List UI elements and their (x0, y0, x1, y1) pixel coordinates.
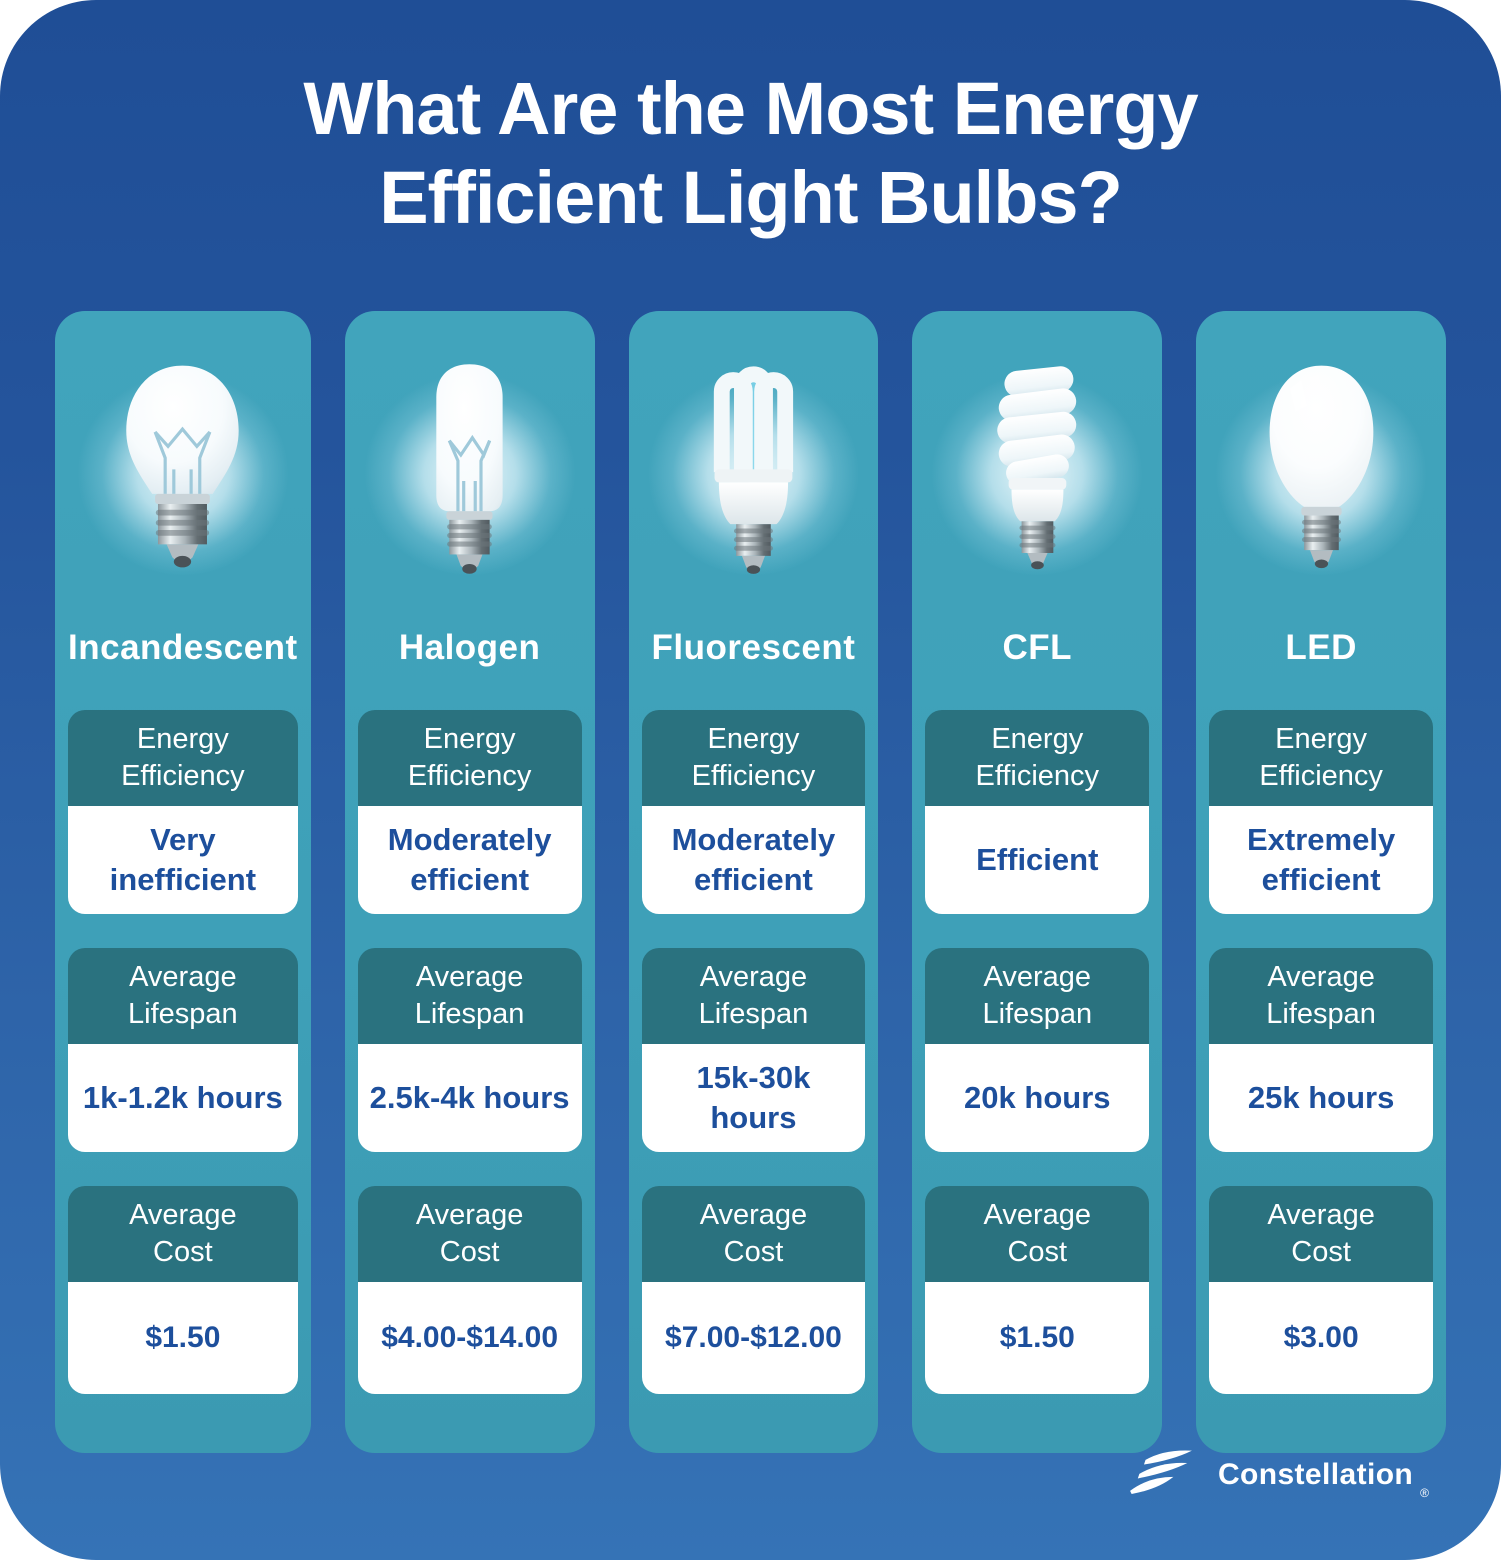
stat-value: 2.5k-4k hours (357, 1044, 582, 1152)
stat-value: Very inefficient (68, 806, 298, 914)
stat-value: 15k-30k hours (641, 1044, 866, 1152)
stat-value: Moderately efficient (641, 806, 866, 914)
stat-value: Extremely efficient (1209, 806, 1434, 914)
halogen-bulb-icon (436, 364, 503, 574)
average-cost-card: Average Cost $3.00 (1209, 1186, 1434, 1394)
bulb-name: Fluorescent (651, 628, 856, 667)
column-halogen: Halogen Energy Efficiency Moderately eff… (344, 311, 595, 1453)
energy-efficiency-card: Energy Efficiency Efficient (925, 710, 1150, 914)
stat-header: Energy Efficiency (68, 710, 298, 806)
constellation-flag-icon (1130, 1450, 1192, 1494)
energy-efficiency-card: Energy Efficiency Extremely efficient (1209, 710, 1434, 914)
average-cost-card: Average Cost $7.00-$12.00 (641, 1186, 866, 1394)
stat-header: Energy Efficiency (1209, 710, 1434, 806)
stats-incandescent: Energy Efficiency Very inefficient Avera… (68, 710, 298, 1394)
stat-value: Moderately efficient (357, 806, 582, 914)
bulb-name: CFL (1002, 628, 1073, 667)
bulb-name: LED (1285, 628, 1357, 667)
energy-efficiency-card: Energy Efficiency Moderately efficient (357, 710, 582, 914)
page-title: What Are the Most Energy Efficient Light… (303, 67, 1198, 239)
cfl-bulb-icon (997, 366, 1077, 570)
stats-fluorescent: Energy Efficiency Moderately efficient A… (641, 710, 866, 1394)
stat-header: Average Cost (925, 1186, 1150, 1282)
stat-header: Energy Efficiency (641, 710, 866, 806)
average-lifespan-card: Average Lifespan 20k hours (925, 948, 1150, 1152)
energy-efficiency-card: Energy Efficiency Moderately efficient (641, 710, 866, 914)
bulb-name: Incandescent (68, 628, 298, 667)
stat-header: Average Lifespan (68, 948, 298, 1044)
column-cfl: CFL Energy Efficiency Efficient Average … (912, 311, 1163, 1453)
stat-header: Average Cost (641, 1186, 866, 1282)
halogen-bulb-glow (357, 347, 582, 612)
stat-value: $4.00-$14.00 (357, 1282, 582, 1394)
stat-header: Energy Efficiency (357, 710, 582, 806)
stat-header: Energy Efficiency (925, 710, 1150, 806)
stat-header: Average Lifespan (1209, 948, 1434, 1044)
stat-value: $1.50 (68, 1282, 298, 1394)
column-incandescent: Incandescent Energy Efficiency Very inef… (55, 311, 311, 1453)
average-lifespan-card: Average Lifespan 1k-1.2k hours (68, 948, 298, 1152)
average-cost-card: Average Cost $4.00-$14.00 (357, 1186, 582, 1394)
constellation-wordmark: Constellation (1217, 1458, 1414, 1491)
constellation-logo: Constellation ® (1119, 1446, 1429, 1504)
stat-value: 20k hours (925, 1044, 1150, 1152)
stat-value: Efficient (925, 806, 1150, 914)
stat-header: Average Lifespan (357, 948, 582, 1044)
average-cost-card: Average Cost $1.50 (68, 1186, 298, 1394)
stat-header: Average Cost (1209, 1186, 1434, 1282)
energy-efficiency-card: Energy Efficiency Very inefficient (68, 710, 298, 914)
cfl-bulb-glow (925, 347, 1150, 612)
stat-value: $3.00 (1209, 1282, 1434, 1394)
average-lifespan-card: Average Lifespan 25k hours (1209, 948, 1434, 1152)
stats-led: Energy Efficiency Extremely efficient Av… (1209, 710, 1434, 1394)
incandescent-bulb-glow (68, 347, 298, 612)
stat-header: Average Cost (68, 1186, 298, 1282)
stat-header: Average Cost (357, 1186, 582, 1282)
stats-halogen: Energy Efficiency Moderately efficient A… (357, 710, 582, 1394)
fluorescent-bulb-glow (641, 347, 866, 612)
stats-cfl: Energy Efficiency Efficient Average Life… (925, 710, 1150, 1394)
stat-header: Average Lifespan (641, 948, 866, 1044)
incandescent-bulb-icon (126, 365, 240, 568)
average-lifespan-card: Average Lifespan 2.5k-4k hours (357, 948, 582, 1152)
stat-value: $7.00-$12.00 (641, 1282, 866, 1394)
stat-header: Average Lifespan (925, 948, 1150, 1044)
led-bulb-icon (1269, 365, 1373, 569)
fluorescent-bulb-icon (713, 366, 794, 574)
led-bulb-glow (1209, 347, 1434, 612)
average-cost-card: Average Cost $1.50 (925, 1186, 1150, 1394)
column-led: LED Energy Efficiency Extremely efficien… (1196, 311, 1447, 1453)
bulb-name: Halogen (398, 628, 541, 667)
bulb-columns: Incandescent Energy Efficiency Very inef… (55, 311, 1447, 1453)
stat-value: $1.50 (925, 1282, 1150, 1394)
registered-mark: ® (1420, 1486, 1429, 1500)
stat-value: 1k-1.2k hours (68, 1044, 298, 1152)
column-fluorescent: Fluorescent Energy Efficiency Moderately… (628, 311, 879, 1453)
average-lifespan-card: Average Lifespan 15k-30k hours (641, 948, 866, 1152)
stat-value: 25k hours (1209, 1044, 1434, 1152)
